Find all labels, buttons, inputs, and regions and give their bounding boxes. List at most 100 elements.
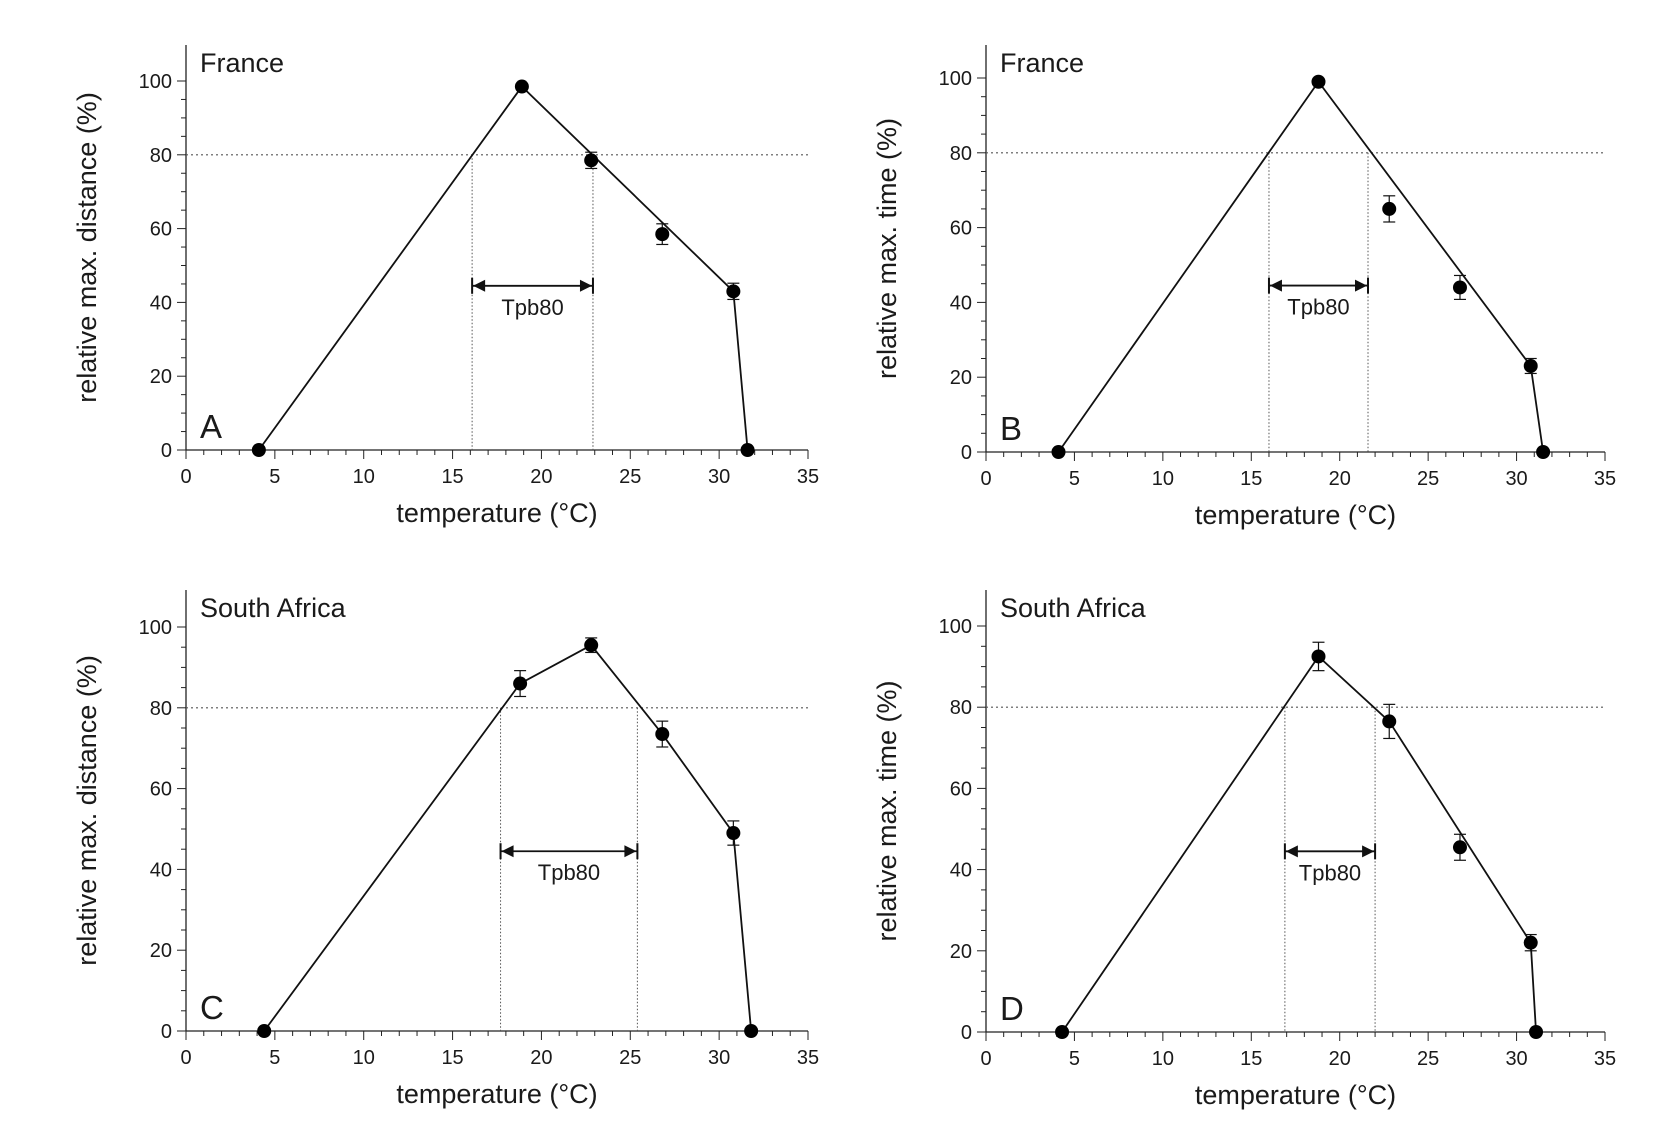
y-tick-label: 80 bbox=[150, 145, 172, 167]
y-tick-label: 0 bbox=[961, 1022, 972, 1044]
x-tick-label: 5 bbox=[1069, 1048, 1080, 1070]
panel-d: 0 5 10 15 20 25 30 35 0 20 40 60 80 100 temperature (°… bbox=[872, 590, 1616, 1110]
fit-line bbox=[258, 85, 749, 451]
data-point bbox=[1523, 358, 1538, 373]
x-tick-label: 30 bbox=[1505, 1048, 1527, 1070]
x-tick-label: 10 bbox=[353, 1047, 375, 1069]
panel-letter: C bbox=[200, 989, 224, 1026]
x-tick-label: 25 bbox=[1417, 468, 1439, 490]
data-point bbox=[1452, 840, 1467, 855]
y-tick-label: 60 bbox=[950, 218, 972, 240]
y-tick-label: 40 bbox=[150, 292, 172, 314]
x-tick-label: 5 bbox=[269, 1047, 280, 1069]
tpb-arrowhead-left bbox=[1285, 845, 1298, 858]
y-tick-label: 40 bbox=[950, 860, 972, 882]
data-point bbox=[251, 443, 266, 457]
x-tick-label: 0 bbox=[180, 1047, 191, 1069]
x-axis-label: temperature (°C) bbox=[396, 498, 597, 528]
tpb-arrowhead-left bbox=[473, 279, 486, 292]
y-axis-label: relative max. time (%) bbox=[872, 118, 902, 379]
y-tick-label: 100 bbox=[939, 68, 972, 90]
tpb-label: Tpb80 bbox=[1287, 295, 1349, 320]
x-tick-label: 5 bbox=[269, 466, 280, 488]
data-point bbox=[257, 1024, 272, 1038]
x-tick-label: 10 bbox=[1152, 1048, 1174, 1070]
data-point bbox=[726, 284, 741, 299]
tpb-label: Tpb80 bbox=[1299, 860, 1361, 885]
x-tick-label: 25 bbox=[619, 1047, 641, 1069]
data-point bbox=[1523, 935, 1538, 950]
y-tick-label: 60 bbox=[150, 779, 172, 801]
x-tick-label: 35 bbox=[1594, 1048, 1616, 1070]
data-point bbox=[726, 826, 741, 841]
y-tick-label: 100 bbox=[139, 71, 172, 93]
y-tick-label: 40 bbox=[150, 859, 172, 881]
x-tick-label: 30 bbox=[708, 1047, 730, 1069]
x-tick-label: 35 bbox=[797, 466, 819, 488]
y-tick-label: 20 bbox=[950, 367, 972, 389]
panel-a: 0 5 10 15 20 25 30 35 0 20 40 60 80 100 temperature (°… bbox=[72, 45, 819, 528]
y-axis-label: relative max. time (%) bbox=[872, 680, 902, 941]
data-point bbox=[1311, 74, 1326, 89]
region-label: France bbox=[200, 48, 284, 78]
data-point bbox=[1311, 649, 1326, 664]
panel-letter: A bbox=[200, 408, 222, 445]
x-axis-label: temperature (°C) bbox=[1195, 500, 1396, 530]
x-tick-label: 5 bbox=[1069, 468, 1080, 490]
y-tick-label: 20 bbox=[150, 366, 172, 388]
data-point bbox=[655, 727, 670, 742]
y-tick-label: 100 bbox=[939, 616, 972, 638]
data-point bbox=[655, 227, 670, 242]
data-point bbox=[1529, 1025, 1544, 1039]
x-tick-label: 15 bbox=[441, 466, 463, 488]
x-tick-label: 15 bbox=[441, 1047, 463, 1069]
data-point bbox=[584, 638, 599, 653]
y-tick-label: 60 bbox=[950, 778, 972, 800]
data-point bbox=[1051, 445, 1066, 459]
fit-line bbox=[1057, 80, 1544, 453]
x-tick-label: 10 bbox=[353, 466, 375, 488]
tpb-label: Tpb80 bbox=[538, 860, 600, 885]
region-label: South Africa bbox=[200, 593, 347, 623]
x-tick-label: 25 bbox=[1417, 1048, 1439, 1070]
x-tick-label: 15 bbox=[1240, 468, 1262, 490]
panel-letter: B bbox=[1000, 410, 1022, 447]
data-point bbox=[1055, 1025, 1070, 1039]
y-tick-label: 20 bbox=[150, 940, 172, 962]
data-point bbox=[513, 676, 528, 691]
data-point bbox=[1382, 201, 1397, 216]
region-label: South Africa bbox=[1000, 593, 1147, 623]
panel-b: 0 5 10 15 20 25 30 35 0 20 40 60 80 100 temperature (°… bbox=[872, 45, 1616, 530]
tpb-arrowhead-left bbox=[1269, 279, 1282, 292]
region-label: France bbox=[1000, 48, 1084, 78]
tpb-label: Tpb80 bbox=[501, 295, 563, 320]
y-tick-label: 0 bbox=[961, 442, 972, 464]
tpb-arrowhead-right bbox=[579, 279, 592, 292]
x-tick-label: 0 bbox=[180, 466, 191, 488]
tpb-arrowhead-right bbox=[1355, 279, 1368, 292]
y-axis-label: relative max. distance (%) bbox=[72, 92, 102, 403]
y-tick-label: 80 bbox=[150, 698, 172, 720]
y-tick-label: 0 bbox=[161, 1021, 172, 1043]
y-tick-label: 20 bbox=[950, 941, 972, 963]
panel-c: 0 5 10 15 20 25 30 35 0 20 40 60 80 100 temperature (°… bbox=[72, 590, 819, 1109]
x-tick-label: 20 bbox=[1329, 468, 1351, 490]
data-point bbox=[584, 153, 599, 168]
data-point bbox=[744, 1024, 759, 1038]
fit-line bbox=[263, 644, 753, 1032]
panel-letter: D bbox=[1000, 990, 1024, 1027]
y-tick-label: 40 bbox=[950, 292, 972, 314]
data-point bbox=[1536, 445, 1551, 459]
x-tick-label: 30 bbox=[708, 466, 730, 488]
y-axis-label: relative max. distance (%) bbox=[72, 655, 102, 966]
x-tick-label: 20 bbox=[530, 466, 552, 488]
y-tick-label: 80 bbox=[950, 143, 972, 165]
x-tick-label: 30 bbox=[1505, 468, 1527, 490]
tpb-arrowhead-right bbox=[1362, 845, 1375, 858]
x-tick-label: 15 bbox=[1240, 1048, 1262, 1070]
y-tick-label: 60 bbox=[150, 219, 172, 241]
x-tick-label: 10 bbox=[1152, 468, 1174, 490]
x-axis-label: temperature (°C) bbox=[396, 1079, 597, 1109]
x-tick-label: 35 bbox=[797, 1047, 819, 1069]
